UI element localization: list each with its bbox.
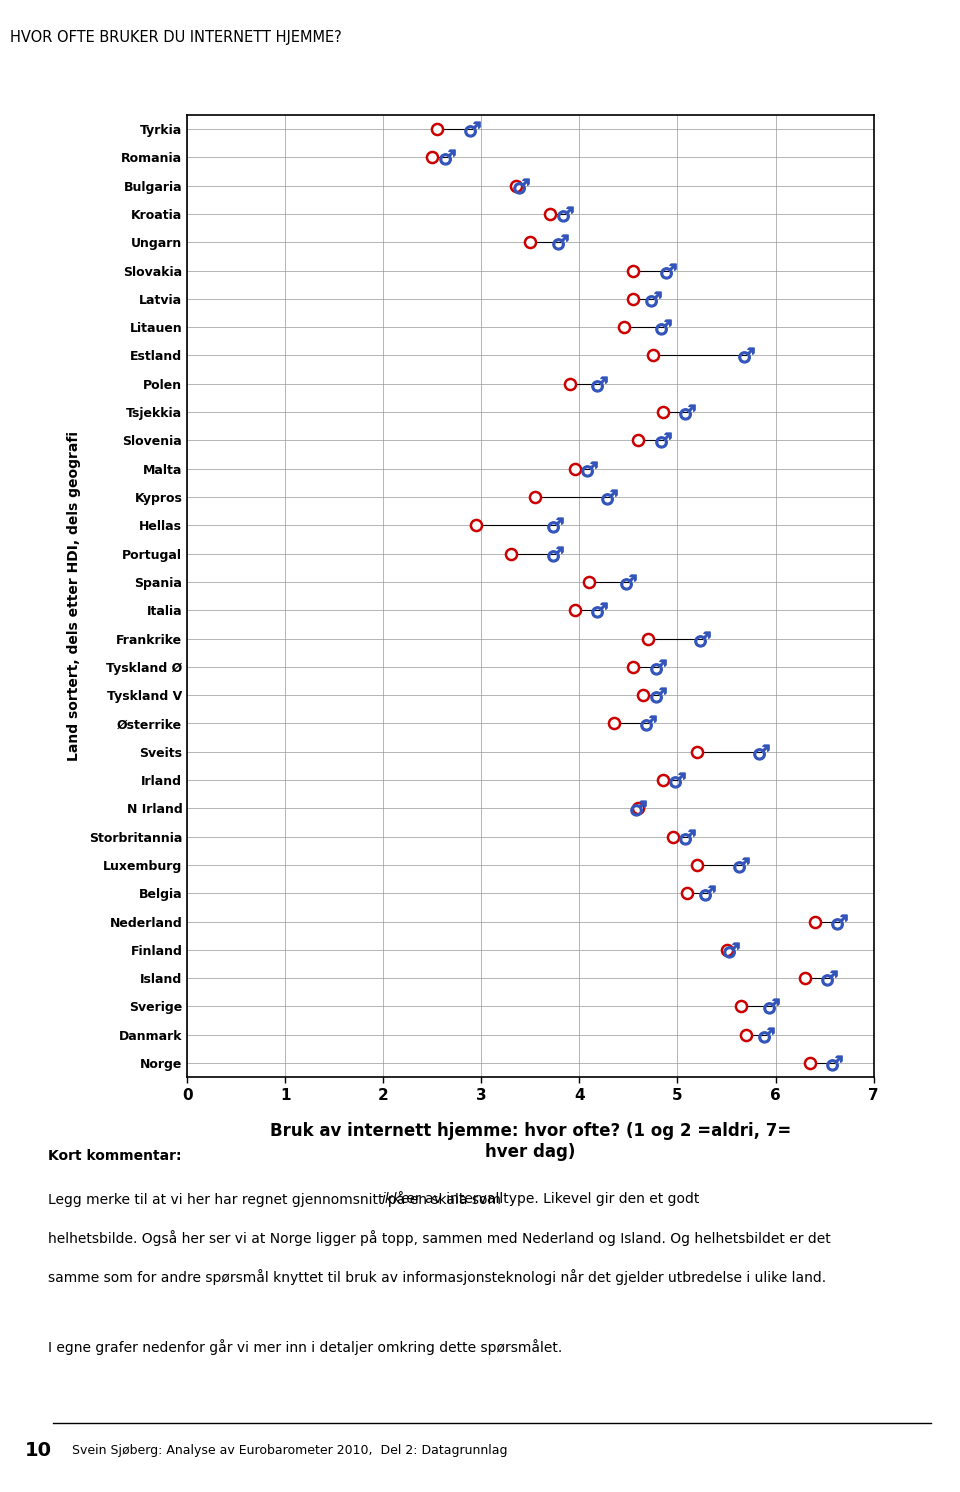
Text: samme som for andre spørsmål knyttet til bruk av informasjonsteknologi når det g: samme som for andre spørsmål knyttet til… — [48, 1270, 827, 1285]
Text: I egne grafer nedenfor går vi mer inn i detaljer omkring dette spørsmålet.: I egne grafer nedenfor går vi mer inn i … — [48, 1338, 563, 1355]
Text: ikke: ikke — [382, 1192, 410, 1206]
Text: helhetsbilde. Også her ser vi at Norge ligger på topp, sammen med Nederland og I: helhetsbilde. Også her ser vi at Norge l… — [48, 1231, 830, 1246]
Y-axis label: Land sortert, dels etter HDI, dels geografi: Land sortert, dels etter HDI, dels geogr… — [66, 431, 81, 761]
Text: Legg merke til at vi her har regnet gjennomsnitt på en skala som: Legg merke til at vi her har regnet gjen… — [48, 1192, 505, 1207]
Text: 10: 10 — [25, 1441, 52, 1459]
Text: Svein Sjøberg: Analyse av Eurobarometer 2010,  Del 2: Datagrunnlag: Svein Sjøberg: Analyse av Eurobarometer … — [72, 1444, 508, 1456]
Text: er av intervalltype. Likevel gir den et godt: er av intervalltype. Likevel gir den et … — [402, 1192, 700, 1206]
Text: HVOR OFTE BRUKER DU INTERNETT HJEMME?: HVOR OFTE BRUKER DU INTERNETT HJEMME? — [10, 30, 342, 45]
Text: Kort kommentar:: Kort kommentar: — [48, 1149, 181, 1162]
X-axis label: Bruk av internett hjemme: hvor ofte? (1 og 2 =aldri, 7=
hver dag): Bruk av internett hjemme: hvor ofte? (1 … — [270, 1122, 791, 1161]
